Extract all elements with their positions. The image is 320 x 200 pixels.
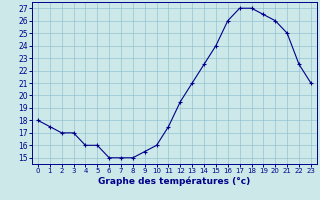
X-axis label: Graphe des températures (°c): Graphe des températures (°c) [98,177,251,186]
